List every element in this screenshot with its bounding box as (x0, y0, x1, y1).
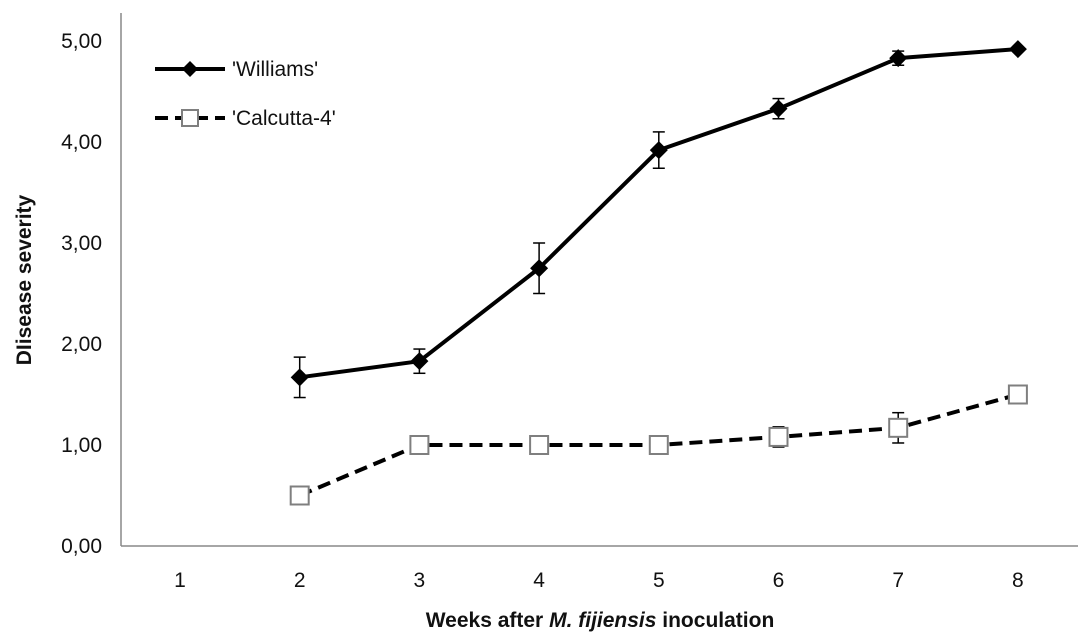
data-point (290, 368, 309, 387)
y-tick-label: 3,00 (61, 232, 102, 255)
data-point (289, 485, 310, 506)
x-tick-label: 6 (773, 569, 785, 592)
x-tick-label: 2 (294, 569, 306, 592)
series-0 (290, 40, 1027, 399)
data-point (888, 417, 909, 438)
y-tick-label: 5,00 (61, 30, 102, 53)
x-axis-title-part-3: inoculation (656, 609, 774, 632)
axes (120, 13, 1078, 547)
legend-marker-calcutta (181, 109, 199, 127)
data-point (1007, 384, 1028, 405)
data-point (768, 426, 789, 447)
y-tick-label: 2,00 (61, 333, 102, 356)
data-point (410, 352, 429, 371)
legend-marker-williams (182, 61, 198, 77)
x-tick-label: 8 (1012, 569, 1024, 592)
legend: 'Williams' 'Calcutta-4' (155, 58, 336, 130)
x-tick-label: 3 (414, 569, 426, 592)
data-point (889, 49, 908, 68)
series-line (299, 47, 1019, 380)
legend-label-williams: 'Williams' (232, 58, 318, 81)
data-point (529, 435, 550, 455)
y-tick-label: 0,00 (61, 535, 102, 558)
series-1 (289, 384, 1028, 506)
x-tick-label: 1 (174, 569, 186, 592)
tick-labels: 0,00 1,00 2,00 3,00 4,00 5,00 1 2 3 4 5 6 7 8 (61, 30, 1024, 592)
data-point (1008, 40, 1027, 59)
series (289, 40, 1028, 506)
data-point (409, 435, 430, 455)
data-point (648, 435, 669, 455)
data-point (649, 141, 668, 160)
y-tick-label: 4,00 (61, 131, 102, 154)
x-axis-title: Weeks after M. fijiensis inoculation (426, 609, 775, 632)
x-tick-label: 7 (892, 569, 904, 592)
data-point (769, 99, 788, 118)
y-tick-label: 1,00 (61, 434, 102, 457)
x-tick-label: 4 (533, 569, 545, 592)
y-axis-title: DIisease severity (13, 194, 36, 365)
x-tick-label: 5 (653, 569, 665, 592)
legend-label-calcutta: 'Calcutta-4' (232, 107, 336, 130)
x-axis-title-species: M. fijiensis (549, 609, 656, 632)
data-point (530, 259, 549, 278)
x-axis-title-part-1: Weeks after (426, 609, 549, 632)
